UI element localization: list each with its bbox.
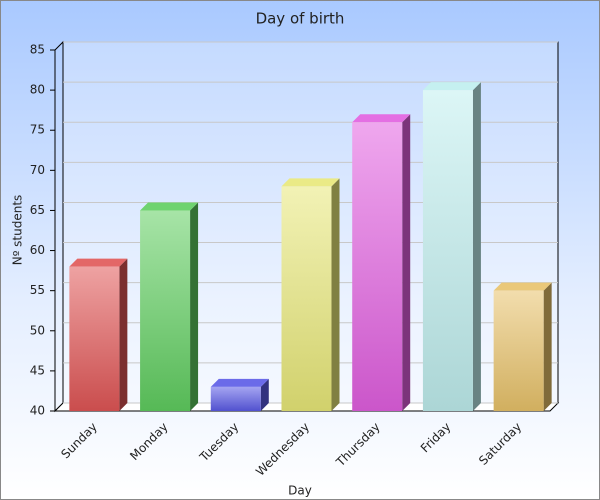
bar-top xyxy=(493,282,552,291)
bar-side xyxy=(472,82,481,411)
bar-side xyxy=(119,258,128,411)
y-axis-title: Nº students xyxy=(11,195,25,266)
bar xyxy=(140,210,191,411)
bar-top xyxy=(69,258,128,267)
y-tick-label: 85 xyxy=(30,43,45,57)
y-tick-label: 65 xyxy=(30,203,45,217)
bar xyxy=(422,90,473,411)
y-tick-label: 50 xyxy=(30,323,45,337)
bar-top xyxy=(422,82,481,91)
bar-side xyxy=(543,282,552,411)
bar-side xyxy=(331,178,340,411)
bar xyxy=(281,186,332,411)
bar xyxy=(493,290,544,411)
bar-top xyxy=(140,202,199,211)
bar-top xyxy=(281,178,340,187)
y-tick-label: 70 xyxy=(30,163,45,177)
bar xyxy=(69,266,120,411)
y-tick-label: 45 xyxy=(30,363,45,377)
y-tick-label: 60 xyxy=(30,243,45,257)
bar-top xyxy=(210,378,269,387)
bar xyxy=(210,386,261,411)
y-tick-label: 55 xyxy=(30,283,45,297)
y-tick-label: 75 xyxy=(30,123,45,137)
bar-side xyxy=(402,114,411,411)
chart-title: Day of birth xyxy=(256,10,345,28)
y-tick-label: 40 xyxy=(30,404,45,418)
bar-top xyxy=(352,114,411,123)
bar-side xyxy=(190,202,199,411)
bar xyxy=(352,122,403,411)
bar-side xyxy=(260,378,269,411)
x-axis-title: Day xyxy=(288,484,312,498)
y-tick-label: 80 xyxy=(30,83,45,97)
